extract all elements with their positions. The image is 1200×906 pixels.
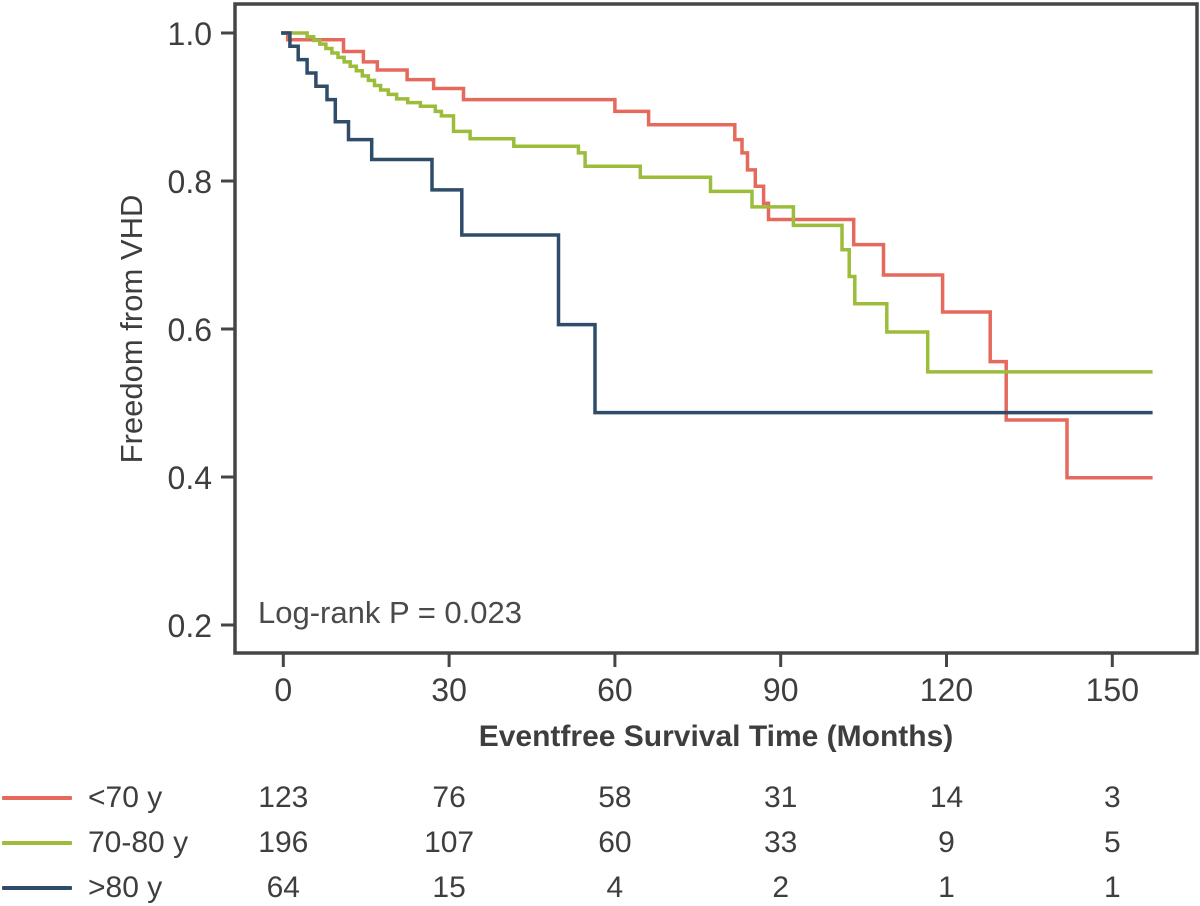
at-risk-count: 107	[424, 826, 475, 859]
y-tick-label: 0.2	[167, 608, 212, 644]
legend-label-under-70: <70 y	[88, 781, 163, 814]
at-risk-count: 31	[764, 781, 798, 814]
at-risk-count: 76	[432, 781, 466, 814]
at-risk-count: 15	[432, 871, 466, 904]
at-risk-count: 196	[258, 826, 309, 859]
legend-label-over-80: >80 y	[88, 871, 163, 904]
x-tick-label: 60	[597, 672, 633, 708]
at-risk-count: 3	[1103, 781, 1121, 814]
x-tick-label: 30	[431, 672, 467, 708]
legend-line-over-80	[2, 886, 72, 890]
y-tick-label: 0.6	[167, 312, 212, 348]
at-risk-count: 14	[929, 781, 964, 814]
risk-row-over-80: >80 y 64 15 4 2 1 1	[0, 871, 1200, 905]
legend-label-70-80: 70-80 y	[88, 826, 189, 859]
at-risk-count: 123	[258, 781, 309, 814]
survival-curve-70-80	[281, 31, 1153, 374]
log-rank-annotation: Log-rank P = 0.023	[258, 595, 522, 630]
y-tick-label: 0.4	[167, 460, 212, 496]
x-tick-label: 120	[919, 672, 974, 708]
survival-curve-under-70	[281, 31, 1153, 480]
at-risk-count: 33	[764, 826, 798, 859]
x-tick-label: 150	[1085, 672, 1139, 708]
at-risk-count: 9	[938, 826, 955, 859]
at-risk-count: 1	[938, 871, 955, 904]
legend-line-under-70	[2, 796, 72, 800]
survival-curve-over-80	[281, 31, 1153, 415]
at-risk-count: 1	[1103, 871, 1121, 904]
x-axis-title: Eventfree Survival Time (Months)	[478, 720, 954, 753]
y-tick-label: 0.8	[167, 164, 212, 200]
legend-line-70-80	[2, 841, 72, 845]
risk-row-under-70: <70 y 123 76 58 31 14 3	[0, 781, 1200, 815]
at-risk-count: 64	[266, 871, 300, 904]
at-risk-count: 2	[772, 871, 790, 904]
at-risk-count: 60	[598, 826, 632, 859]
plot-border	[233, 2, 1199, 655]
x-tick-label: 0	[274, 672, 293, 708]
at-risk-count: 58	[598, 781, 632, 814]
risk-row-70-80: 70-80 y 196 107 60 33 9 5	[0, 826, 1200, 860]
at-risk-count: 5	[1103, 826, 1121, 859]
y-tick-label: 1.0	[167, 16, 212, 52]
x-tick-label: 90	[762, 672, 799, 708]
at-risk-count: 4	[606, 871, 624, 904]
